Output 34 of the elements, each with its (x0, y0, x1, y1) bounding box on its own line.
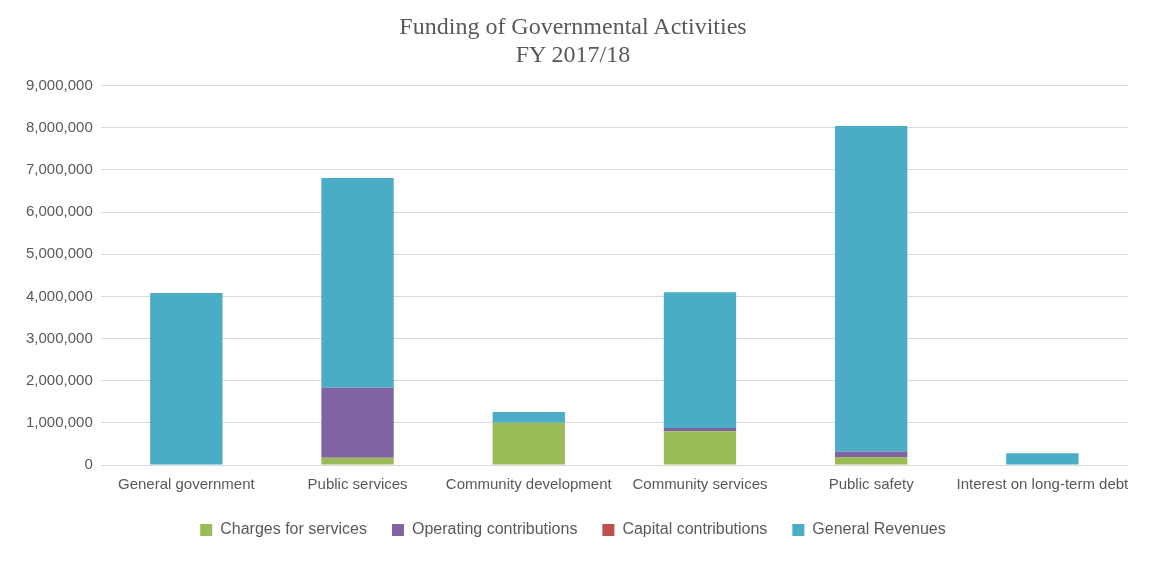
y-tick-label: 4,000,000 (26, 286, 93, 304)
bar (321, 177, 394, 388)
x-tick-label: Interest on long-term debt (956, 475, 1130, 493)
bar (321, 387, 394, 458)
chart-subtitle: FY 2017/18 (515, 41, 631, 68)
x-tick-label: Public safety (828, 475, 915, 493)
y-tick-label: 0 (84, 455, 93, 473)
y-tick-label: 6,000,000 (26, 202, 93, 220)
bar (150, 293, 223, 465)
legend-label: Charges for services (220, 520, 367, 538)
y-tick-label: 2,000,000 (26, 370, 93, 388)
legend-label: Operating contributions (411, 520, 578, 538)
bar (835, 126, 908, 452)
x-tick-label: General government (117, 475, 256, 493)
legend-label: General Revenues (812, 520, 946, 538)
legend-label: Capital contributions (622, 520, 768, 538)
bar (663, 431, 737, 465)
y-tick-label: 9,000,000 (26, 75, 93, 93)
y-tick-label: 3,000,000 (26, 328, 93, 346)
x-tick-label: Public services (307, 475, 408, 493)
x-tick-label: Community development (445, 475, 613, 493)
bar (835, 456, 908, 465)
x-tick-label: Community services (632, 475, 768, 493)
bar (321, 457, 394, 465)
bar (835, 451, 908, 457)
y-tick-label: 1,000,000 (26, 412, 93, 430)
y-tick-label: 8,000,000 (26, 117, 93, 135)
bar (663, 292, 737, 428)
bar (492, 422, 565, 465)
bar (1006, 453, 1079, 465)
y-tick-label: 7,000,000 (26, 160, 93, 178)
chart-title: Funding of Governmental Activities (399, 12, 747, 39)
bar (492, 411, 565, 423)
y-tick-label: 5,000,000 (26, 244, 93, 262)
